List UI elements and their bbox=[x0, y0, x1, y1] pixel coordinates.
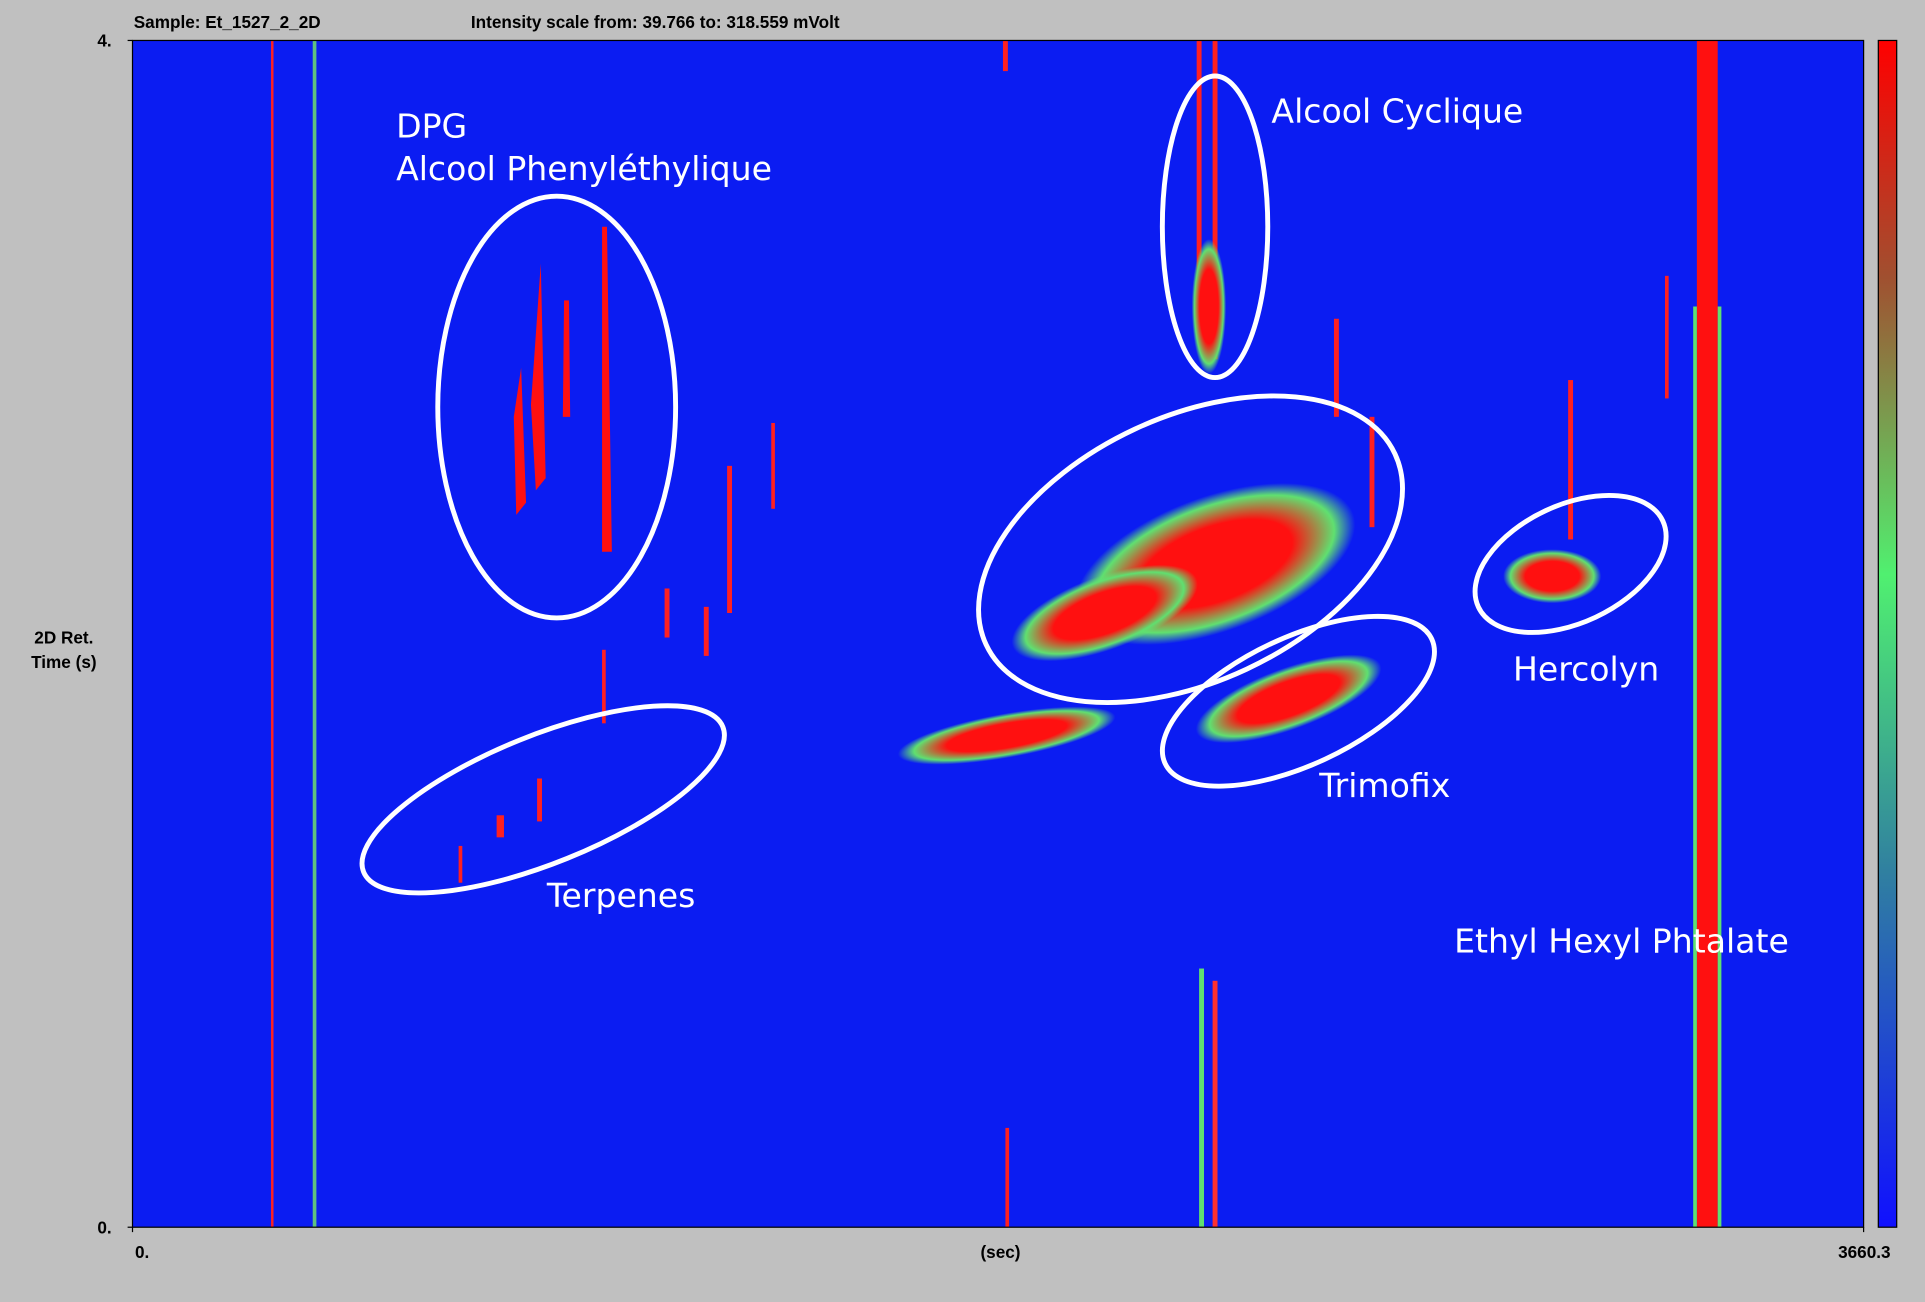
x-axis-label: (sec) bbox=[980, 1242, 1020, 1262]
annotation: Ethyl Hexyl Phtalate bbox=[1454, 922, 1789, 961]
annotation: Trimofix bbox=[1318, 766, 1450, 805]
peaks bbox=[271, 40, 1722, 1228]
plot-frame bbox=[131, 39, 1865, 1228]
y-axis-label: Time (s) bbox=[31, 652, 96, 672]
annotation: Hercolyn bbox=[1513, 649, 1659, 688]
x-tick-label: 0. bbox=[135, 1242, 149, 1262]
chart-title: Sample: Et_1527_2_2D bbox=[134, 12, 321, 32]
annotation: Terpenes bbox=[546, 876, 696, 915]
annotation-ellipse bbox=[976, 393, 1405, 705]
annotation-ellipse bbox=[435, 193, 679, 621]
annotation-ellipse bbox=[1159, 613, 1437, 789]
y-axis-label: 2D Ret. bbox=[34, 628, 93, 648]
y-tick-label: 0. bbox=[97, 1217, 111, 1237]
annotation: Alcool Cyclique bbox=[1271, 92, 1523, 131]
x-tick-label: 3660.3 bbox=[1838, 1242, 1890, 1262]
plot-background bbox=[132, 40, 1864, 1228]
annotation: DPG bbox=[396, 106, 467, 145]
annotation-ellipse bbox=[359, 703, 727, 896]
chart-subtitle: Intensity scale from: 39.766 to: 318.559… bbox=[471, 12, 840, 32]
color-scale bbox=[1877, 39, 1898, 1228]
y-tick-label: 4. bbox=[97, 31, 111, 51]
annotation-ellipse bbox=[1159, 73, 1271, 381]
plot-area: DPG Alcool Phenyléthylique Alcool Cycliq… bbox=[131, 39, 1865, 1228]
annotation-ellipse bbox=[1472, 492, 1669, 635]
annotation: Alcool Phenyléthylique bbox=[396, 149, 772, 188]
